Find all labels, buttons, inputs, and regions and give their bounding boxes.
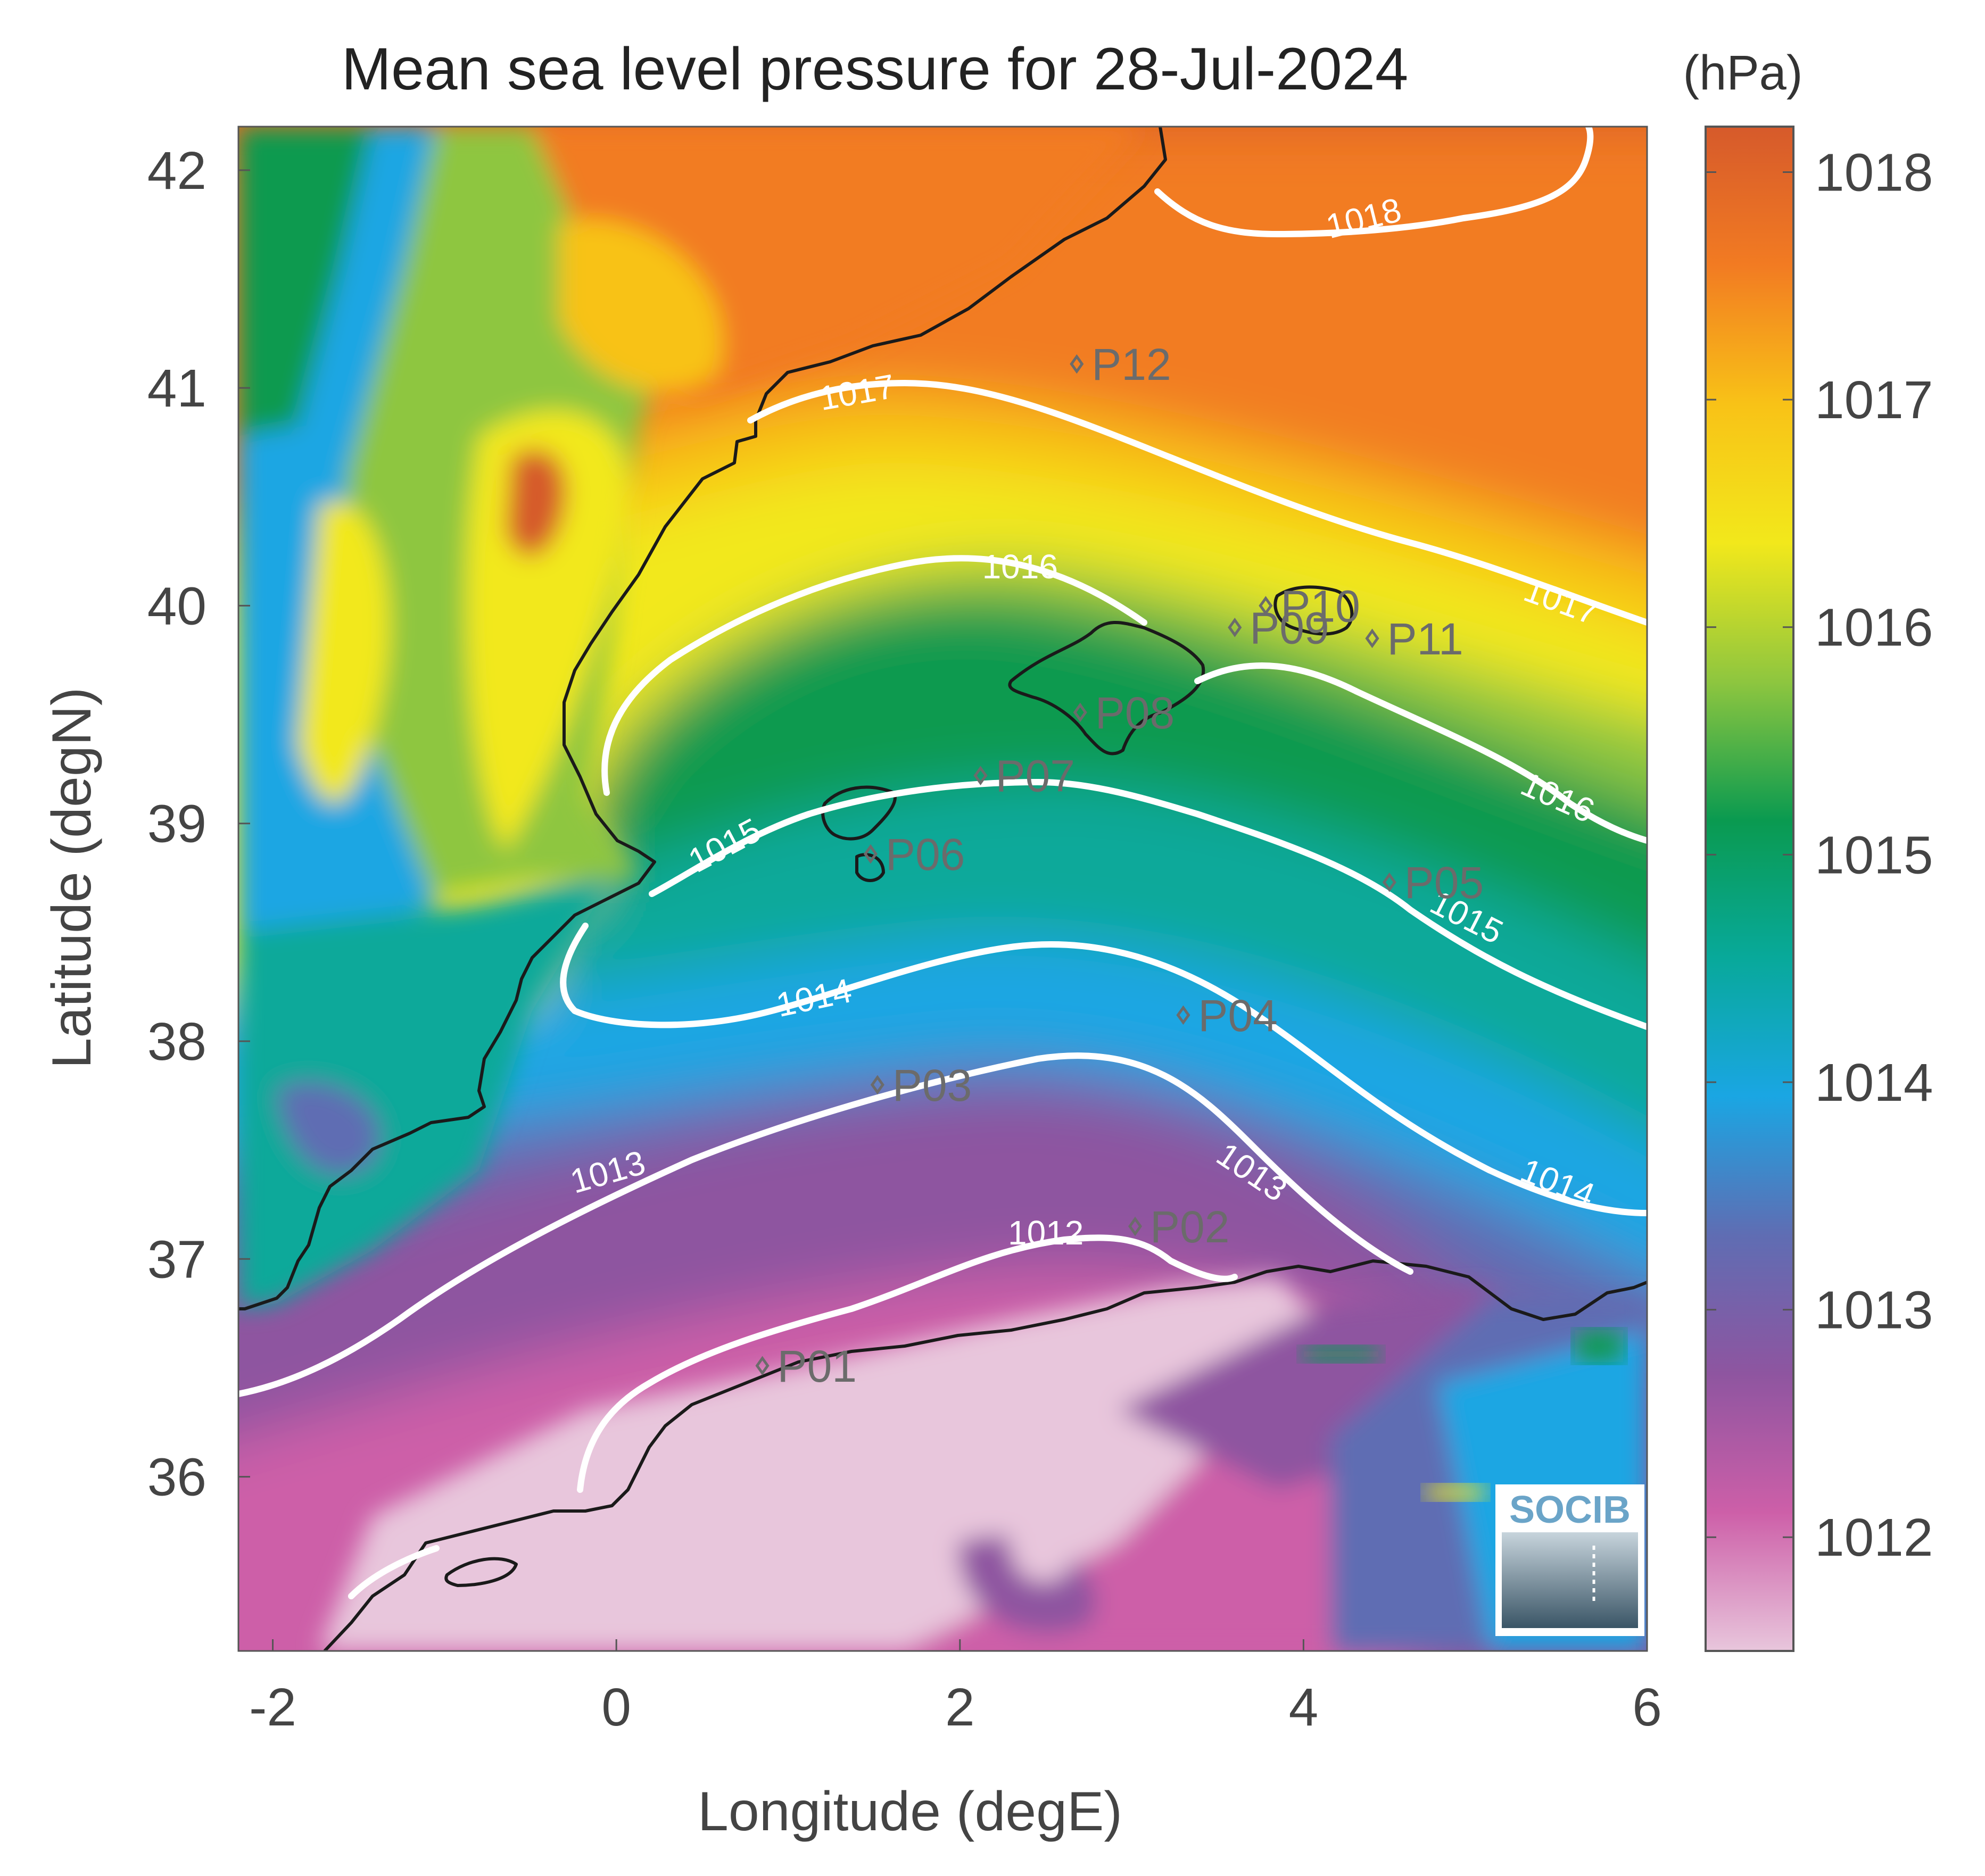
station-label: P03 xyxy=(892,1060,972,1110)
station-marker xyxy=(1382,872,1396,892)
station-marker xyxy=(1176,1005,1190,1025)
iberia-coastline xyxy=(238,127,1167,1310)
x-tick-label: 2 xyxy=(945,1678,975,1737)
y-tick-label: 42 xyxy=(147,141,206,201)
station-marker xyxy=(1365,628,1379,649)
station-marker xyxy=(1259,596,1273,616)
contour-label: 1016 xyxy=(982,547,1058,586)
station-marker xyxy=(1228,618,1242,637)
colorbar-gradient xyxy=(1705,126,1794,1652)
station-label: P01 xyxy=(778,1341,857,1391)
y-tick-label: 37 xyxy=(147,1230,206,1289)
socib-logo-text: SOCIB xyxy=(1509,1489,1631,1531)
station-label: P06 xyxy=(886,829,965,879)
x-tick-label: -2 xyxy=(249,1678,296,1737)
contour-1015 xyxy=(649,779,1647,1030)
station-marker xyxy=(870,1075,884,1095)
station-label: P05 xyxy=(1404,858,1484,908)
station-label: P11 xyxy=(1387,614,1463,664)
x-axis-label: Longitude (degE) xyxy=(698,1781,1122,1842)
contour-lines xyxy=(238,127,1647,1599)
y-tick-label: 39 xyxy=(147,794,206,854)
station-marker xyxy=(1128,1216,1143,1236)
y-tick-label: 38 xyxy=(147,1012,206,1072)
colorbar: (hPa) 1012 1013 1014 1015 1016 1017 1018 xyxy=(1683,46,1933,1652)
colorbar-tick-label: 1014 xyxy=(1815,1053,1933,1113)
station-marker xyxy=(755,1356,770,1376)
y-axis-label: Latitude (degN) xyxy=(41,687,103,1069)
x-tick-label: 6 xyxy=(1632,1678,1662,1737)
station-marker xyxy=(1070,354,1084,374)
socib-logo: SOCIB xyxy=(1495,1484,1644,1636)
station-label: P07 xyxy=(996,751,1075,801)
colorbar-unit: (hPa) xyxy=(1683,46,1803,100)
map-title: Mean sea level pressure for 28-Jul-2024 xyxy=(342,36,1409,102)
colorbar-tick-label: 1016 xyxy=(1815,598,1933,658)
colorbar-tick-label: 1013 xyxy=(1815,1281,1933,1340)
station-label: P02 xyxy=(1150,1202,1229,1252)
colorbar-tick-label: 1018 xyxy=(1815,143,1933,203)
colorbar-ticks: 1012 1013 1014 1015 1016 1017 1018 xyxy=(1706,143,1933,1567)
station-label: P04 xyxy=(1198,991,1277,1041)
station-label: P12 xyxy=(1091,339,1171,389)
colorbar-tick-label: 1017 xyxy=(1815,370,1933,430)
colorbar-tick-label: 1012 xyxy=(1815,1508,1933,1567)
x-tick-label: 4 xyxy=(1289,1678,1319,1737)
plot-frame xyxy=(237,126,1648,1652)
colorbar-tick-label: 1015 xyxy=(1815,825,1933,885)
station-label: P08 xyxy=(1095,688,1175,738)
menorca-coastline xyxy=(1273,585,1354,636)
contour-1012 xyxy=(348,1234,1238,1599)
station-marker xyxy=(1073,702,1087,723)
contour-1014 xyxy=(560,923,1647,1216)
station-marker xyxy=(863,844,878,864)
y-tick-label: 40 xyxy=(147,576,206,636)
contour-1018 xyxy=(1154,127,1594,237)
y-axis-ticks: 36 37 38 39 40 41 42 xyxy=(147,141,250,1507)
x-tick-label: 0 xyxy=(601,1678,631,1737)
alboran-coastline xyxy=(444,1557,518,1587)
coastlines xyxy=(238,127,1647,1651)
contour-1016 xyxy=(601,555,1647,844)
contour-1013 xyxy=(238,1052,1413,1397)
contour-label: 1012 xyxy=(1008,1214,1084,1252)
mallorca-coastline xyxy=(1008,621,1205,756)
ibiza-coastline xyxy=(821,785,897,841)
y-tick-label: 41 xyxy=(147,359,206,418)
y-tick-label: 36 xyxy=(147,1448,206,1507)
x-axis-ticks: -2 0 2 4 6 xyxy=(249,1639,1662,1737)
africa-coastline xyxy=(323,1259,1647,1651)
station-label: P10 xyxy=(1280,581,1360,631)
contour-1017 xyxy=(747,380,1647,626)
station-marker xyxy=(973,766,988,785)
